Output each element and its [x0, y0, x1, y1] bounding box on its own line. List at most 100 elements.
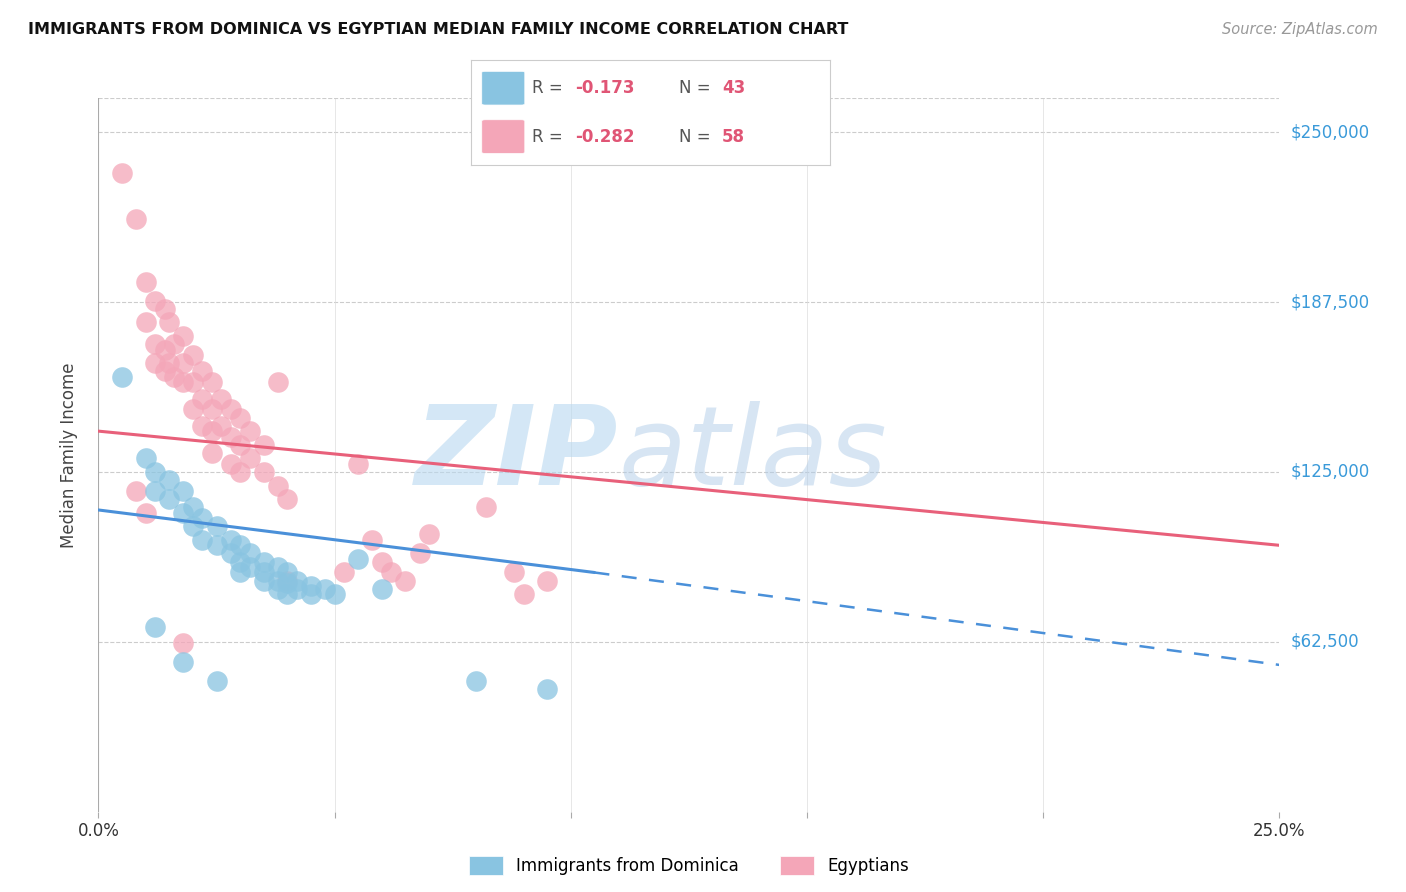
Point: [253, 555, 276, 569]
Point: [371, 582, 394, 596]
Point: [239, 424, 262, 438]
Text: ZIP: ZIP: [415, 401, 619, 508]
Point: [191, 392, 214, 406]
Point: [276, 576, 298, 591]
Text: N =: N =: [679, 128, 716, 145]
Point: [201, 424, 224, 438]
Point: [135, 451, 157, 466]
Point: [143, 356, 166, 370]
Point: [181, 519, 204, 533]
Point: [172, 655, 194, 669]
Text: IMMIGRANTS FROM DOMINICA VS EGYPTIAN MEDIAN FAMILY INCOME CORRELATION CHART: IMMIGRANTS FROM DOMINICA VS EGYPTIAN MED…: [28, 22, 848, 37]
Point: [153, 301, 176, 316]
Point: [418, 527, 440, 541]
Point: [135, 275, 157, 289]
Point: [276, 574, 298, 588]
Point: [333, 566, 356, 580]
Point: [111, 369, 134, 384]
Point: [276, 587, 298, 601]
Point: [229, 465, 252, 479]
Text: -0.173: -0.173: [575, 79, 634, 97]
Point: [219, 533, 242, 547]
Point: [267, 560, 290, 574]
Point: [239, 451, 262, 466]
Point: [191, 533, 214, 547]
Point: [219, 429, 242, 443]
Point: [157, 473, 180, 487]
Point: [253, 438, 276, 452]
Point: [181, 375, 204, 389]
Text: $187,500: $187,500: [1291, 293, 1369, 311]
Point: [172, 375, 194, 389]
Point: [253, 465, 276, 479]
Text: atlas: atlas: [619, 401, 887, 508]
Point: [394, 574, 416, 588]
Point: [285, 582, 308, 596]
Point: [276, 566, 298, 580]
Point: [153, 364, 176, 378]
Point: [219, 402, 242, 417]
Y-axis label: Median Family Income: Median Family Income: [59, 362, 77, 548]
Point: [201, 402, 224, 417]
Point: [172, 356, 194, 370]
Text: $250,000: $250,000: [1291, 123, 1369, 141]
Point: [380, 566, 402, 580]
Point: [205, 519, 228, 533]
Point: [153, 343, 176, 357]
Point: [191, 364, 214, 378]
Point: [323, 587, 346, 601]
Point: [229, 438, 252, 452]
Point: [465, 674, 488, 689]
Point: [125, 483, 148, 498]
Text: $62,500: $62,500: [1291, 632, 1360, 651]
Point: [267, 574, 290, 588]
Point: [143, 293, 166, 308]
Point: [172, 636, 194, 650]
Point: [205, 538, 228, 552]
Point: [157, 492, 180, 507]
Point: [371, 555, 394, 569]
Point: [157, 356, 180, 370]
Legend: Immigrants from Dominica, Egyptians: Immigrants from Dominica, Egyptians: [463, 849, 915, 882]
Point: [191, 418, 214, 433]
Point: [181, 500, 204, 515]
Point: [205, 674, 228, 689]
Text: R =: R =: [531, 79, 568, 97]
Point: [201, 375, 224, 389]
Point: [347, 457, 370, 471]
FancyBboxPatch shape: [482, 120, 524, 153]
Point: [512, 587, 534, 601]
Point: [172, 506, 194, 520]
Point: [181, 348, 204, 362]
Point: [503, 566, 526, 580]
Point: [536, 574, 558, 588]
Point: [475, 500, 498, 515]
Point: [209, 392, 232, 406]
Point: [135, 506, 157, 520]
Point: [229, 566, 252, 580]
Point: [299, 579, 322, 593]
Point: [267, 582, 290, 596]
Text: Source: ZipAtlas.com: Source: ZipAtlas.com: [1222, 22, 1378, 37]
Point: [172, 483, 194, 498]
Point: [253, 574, 276, 588]
Point: [143, 483, 166, 498]
Point: [536, 682, 558, 697]
Point: [285, 574, 308, 588]
Point: [239, 560, 262, 574]
Point: [229, 538, 252, 552]
Point: [135, 315, 157, 329]
Text: 43: 43: [723, 79, 745, 97]
Point: [219, 546, 242, 560]
Point: [347, 552, 370, 566]
Text: N =: N =: [679, 79, 716, 97]
Point: [163, 369, 186, 384]
Point: [181, 402, 204, 417]
Point: [143, 620, 166, 634]
Point: [408, 546, 430, 560]
Text: 58: 58: [723, 128, 745, 145]
Point: [361, 533, 384, 547]
Text: -0.282: -0.282: [575, 128, 634, 145]
Point: [209, 418, 232, 433]
Point: [229, 555, 252, 569]
